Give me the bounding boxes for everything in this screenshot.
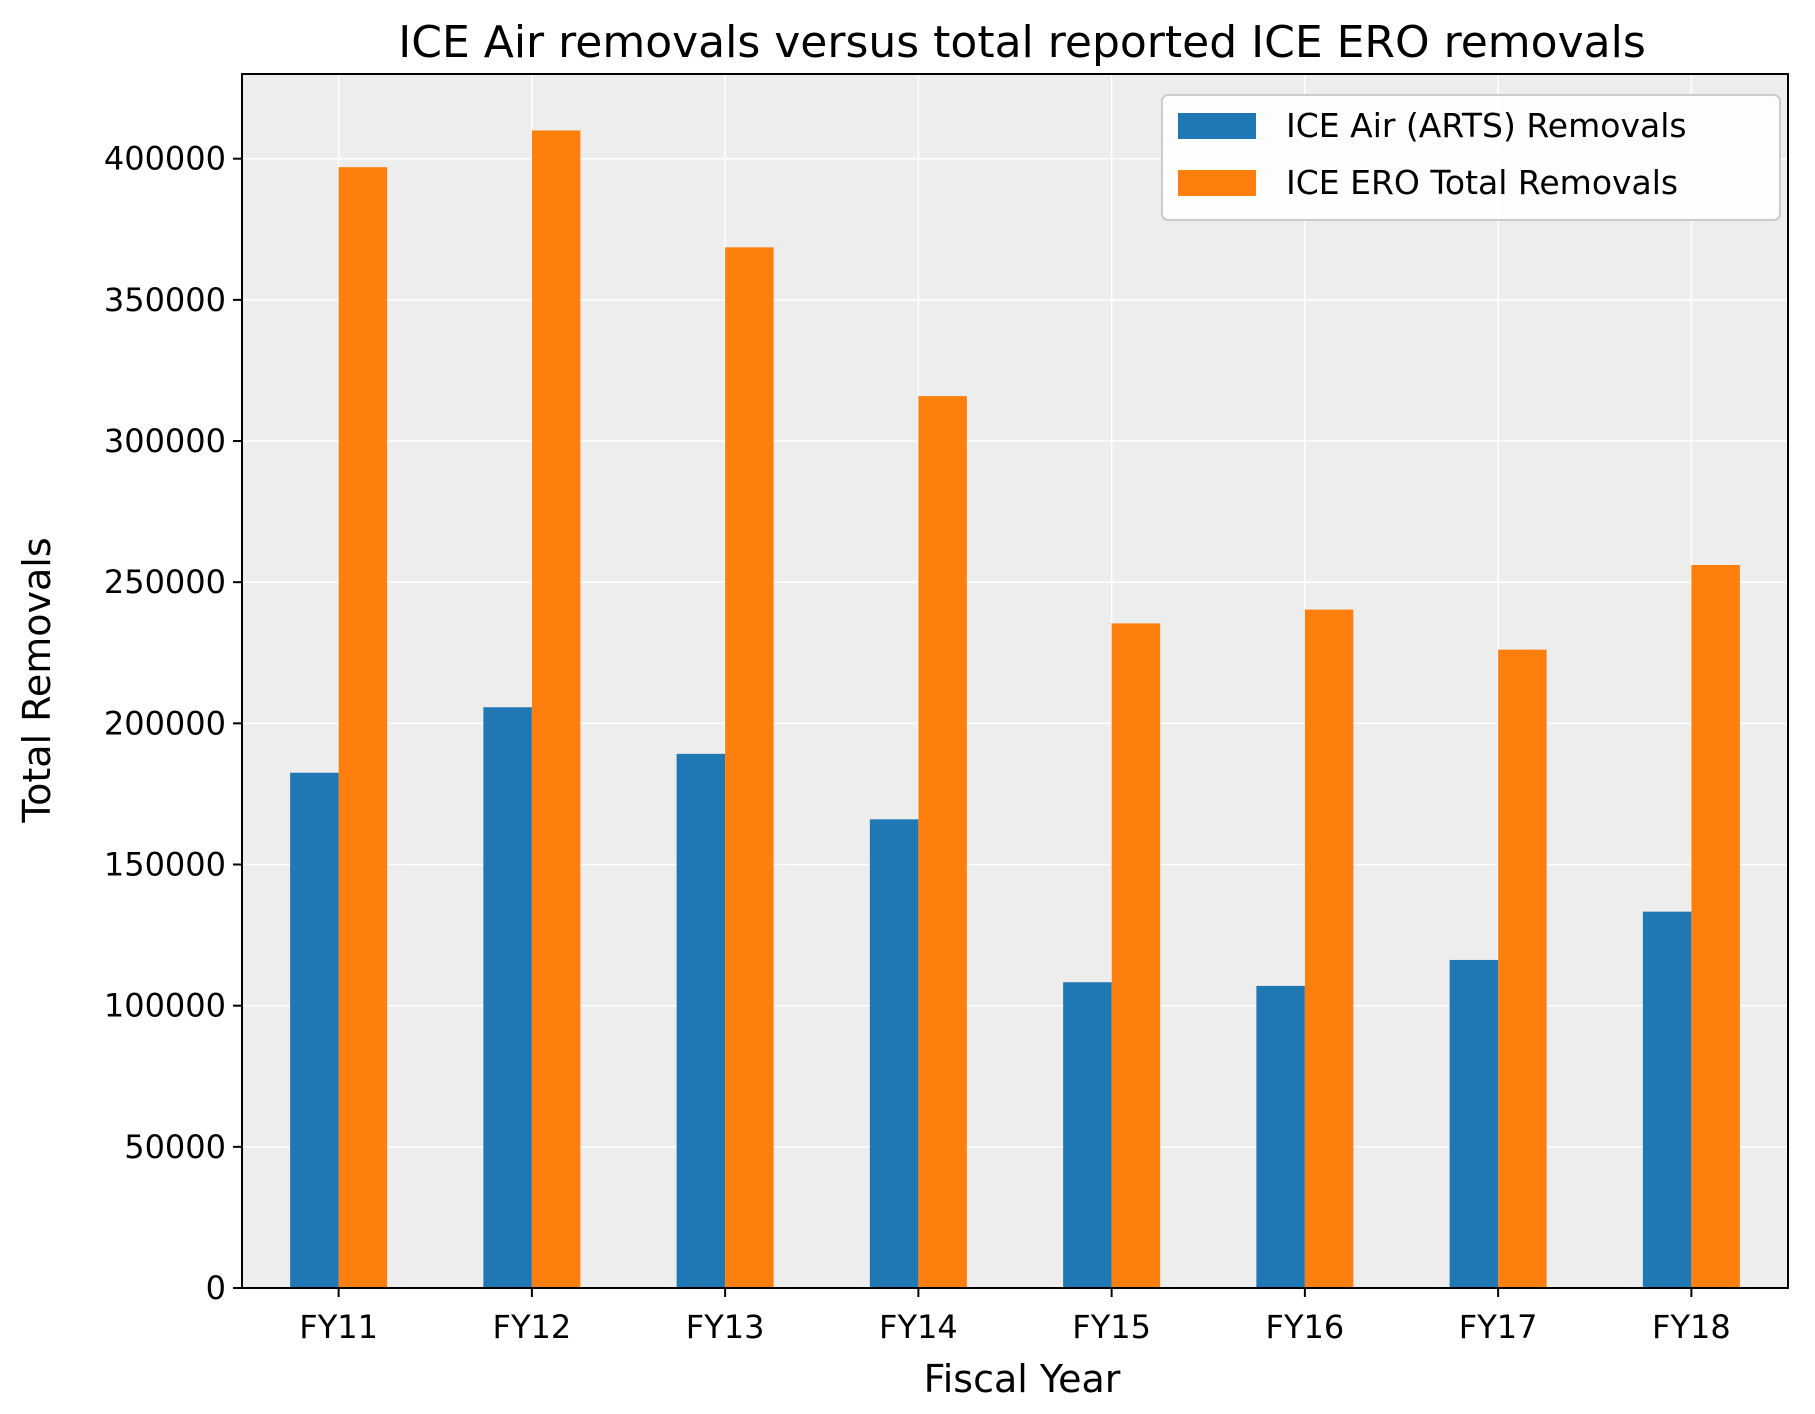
x-tick-label: FY17 — [1459, 1308, 1538, 1346]
bar-ice-air-fy12 — [483, 707, 532, 1288]
bar-ice-ero-fy18 — [1691, 564, 1740, 1288]
bar-ice-ero-fy11 — [338, 167, 388, 1288]
bar-ice-ero-fy15 — [1111, 623, 1161, 1288]
bars — [290, 130, 1740, 1289]
legend: ICE Air (ARTS) Removals ICE ERO Total Rem… — [1161, 94, 1781, 221]
x-tick-label: FY13 — [686, 1308, 765, 1346]
x-tick-label: FY14 — [879, 1308, 958, 1346]
bar-ice-air-fy17 — [1449, 959, 1499, 1288]
plot-frame — [241, 73, 1789, 1289]
legend-label: ICE Air (ARTS) Removals — [1286, 106, 1687, 145]
x-axis-label: Fiscal Year — [924, 1357, 1121, 1401]
bar-ice-ero-fy13 — [725, 247, 774, 1288]
y-tick-label: 300000 — [104, 422, 226, 460]
y-axis-label: Total Removals — [15, 537, 59, 823]
legend-swatch — [1178, 113, 1256, 139]
y-tick-label: 150000 — [104, 846, 226, 884]
bar-ice-air-fy14 — [869, 819, 919, 1288]
bar-ice-ero-fy14 — [918, 396, 967, 1288]
bar-ice-ero-fy12 — [531, 130, 581, 1289]
y-tick-label: 400000 — [104, 140, 226, 178]
y-tick-label: 100000 — [104, 987, 226, 1025]
x-tick-label: FY16 — [1266, 1308, 1345, 1346]
legend-box — [1161, 94, 1781, 221]
bar-ice-ero-fy17 — [1498, 649, 1547, 1288]
y-tick-label: 350000 — [104, 281, 226, 319]
x-tick-label: FY18 — [1652, 1308, 1731, 1346]
bar-ice-ero-fy16 — [1304, 609, 1354, 1288]
y-tick-label: 0 — [206, 1269, 226, 1307]
y-axis: 0 50000 100000 150000 200000 250000 300000 3500… — [104, 140, 242, 1307]
bar-ice-air-fy11 — [290, 772, 339, 1288]
y-tick-label: 200000 — [104, 704, 226, 742]
x-tick-label: FY15 — [1072, 1308, 1151, 1346]
legend-swatch — [1178, 170, 1256, 196]
bar-ice-air-fy16 — [1256, 985, 1305, 1288]
bar-ice-air-fy18 — [1642, 911, 1692, 1288]
x-axis: FY11 FY12 FY13 FY14 FY15 FY16 FY17 FY18 — [299, 1288, 1731, 1346]
y-tick-label: 250000 — [104, 563, 226, 601]
chart-title: ICE Air removals versus total reported I… — [398, 17, 1646, 68]
plot-area — [242, 74, 1788, 1288]
x-tick-label: FY12 — [493, 1308, 572, 1346]
bar-ice-air-fy13 — [676, 753, 726, 1288]
bar-ice-air-fy15 — [1063, 982, 1112, 1288]
y-tick-label: 50000 — [124, 1128, 226, 1166]
x-tick-label: FY11 — [299, 1308, 378, 1346]
legend-label: ICE ERO Total Removals — [1286, 163, 1678, 202]
